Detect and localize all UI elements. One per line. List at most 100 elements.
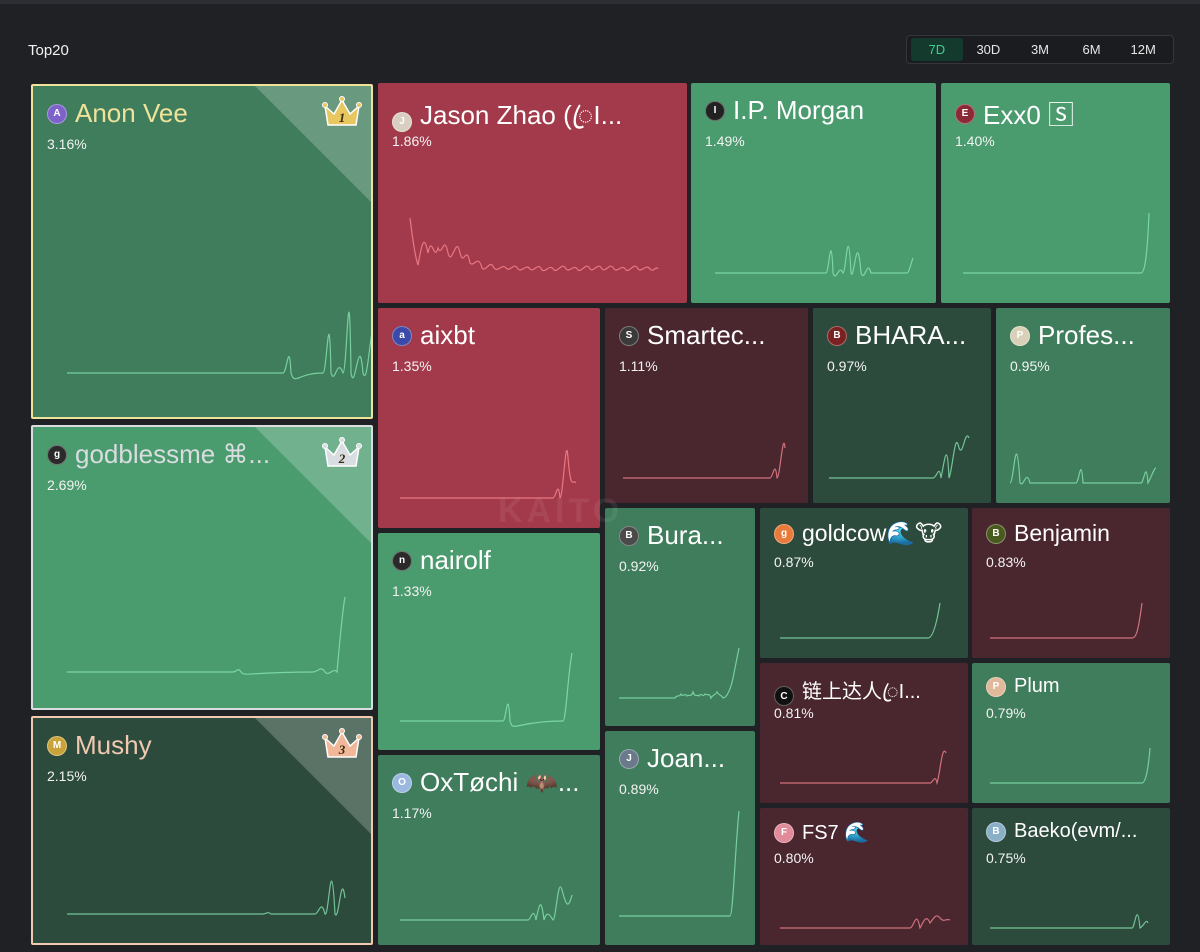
leaderboard-tile[interactable]: P Plum 0.79% [972, 663, 1170, 803]
rank-number: 3 [338, 742, 346, 757]
leaderboard-tile[interactable]: P Profes... 0.95% [996, 308, 1170, 503]
timeframe-6m-button[interactable]: 6M [1082, 42, 1101, 57]
tile-mindshare-percent: 2.15% [47, 768, 87, 784]
leaderboard-tile[interactable]: F FS7 🌊 0.80% [760, 808, 968, 945]
avatar: I [705, 100, 725, 121]
avatar: J [619, 748, 639, 769]
tile-sparkline [619, 810, 740, 917]
avatar: E [955, 103, 975, 124]
tile-sparkline [409, 217, 659, 272]
leaderboard-tile[interactable]: M Mushy 2.15% 3 [31, 716, 373, 945]
avatar: F [774, 822, 794, 843]
tile-sparkline [67, 311, 371, 380]
tile-sparkline [990, 602, 1143, 639]
avatar: B [986, 821, 1006, 842]
tile-header: a aixbt [392, 320, 590, 351]
tile-header: B Baeko(evm/... [986, 820, 1160, 843]
avatar: g [47, 444, 67, 465]
tile-sparkline [1009, 453, 1157, 485]
leaderboard-tile[interactable]: n nairolf 1.33% [378, 533, 600, 750]
tile-mindshare-percent: 1.11% [619, 358, 658, 374]
timeframe-3m-button[interactable]: 3M [1030, 42, 1050, 57]
leaderboard-tile[interactable]: E Exx0 🅂 1.40% [941, 83, 1170, 303]
tile-mindshare-percent: 0.97% [827, 358, 867, 374]
tile-mindshare-percent: 1.40% [955, 133, 995, 149]
tile-header: P Plum [986, 675, 1160, 698]
tile-sparkline [623, 443, 786, 479]
crown-gold-icon: 1 [322, 96, 362, 126]
leaderboard-tile[interactable]: C 链上达人ꦿI... 0.81% [760, 663, 968, 803]
leaderboard-tile[interactable]: S Smartec... 1.11% [605, 308, 808, 503]
tile-mindshare-percent: 0.95% [1010, 358, 1050, 374]
tile-mindshare-percent: 0.83% [986, 554, 1026, 570]
tile-header: M Mushy [47, 730, 307, 761]
tile-header: B Bura... [619, 520, 745, 551]
leaderboard-tile[interactable]: B Benjamin 0.83% [972, 508, 1170, 658]
page-title: Top20 [28, 42, 69, 59]
leaderboard-tile[interactable]: I I.P. Morgan 1.49% [691, 83, 936, 303]
tile-mindshare-percent: 0.81% [774, 705, 814, 721]
leaderboard-tile[interactable]: J Joan... 0.89% [605, 731, 755, 945]
tile-sparkline [780, 602, 941, 639]
timeframe-7d-button[interactable]: 7D [911, 38, 963, 61]
avatar: B [827, 325, 847, 346]
avatar: J [392, 111, 412, 132]
tile-mindshare-percent: 0.75% [986, 850, 1026, 866]
timeframe-selector: 7D 30D 3M 6M 12M [906, 35, 1174, 64]
tile-header: J Jason Zhao (ꦿI... [392, 95, 677, 148]
tile-sparkline [67, 596, 346, 675]
tile-mindshare-percent: 0.87% [774, 554, 814, 570]
avatar: g [774, 523, 794, 544]
tile-header: C 链上达人ꦿI... [774, 675, 958, 717]
leaderboard-tile[interactable]: B Baeko(evm/... 0.75% [972, 808, 1170, 945]
leaderboard-tile[interactable]: g goldcow🌊🐮 0.87% [760, 508, 968, 658]
top-border [0, 0, 1200, 4]
tile-sparkline [780, 750, 947, 786]
leaderboard-tile[interactable]: B BHARA... 0.97% [813, 308, 991, 503]
tile-sparkline [990, 914, 1149, 929]
tile-header: O OxTøchi 🦇... [392, 767, 590, 798]
tile-sparkline [400, 449, 577, 499]
tile-mindshare-percent: 0.92% [619, 558, 659, 574]
avatar: B [986, 523, 1006, 544]
leaderboard-tile[interactable]: B Bura... 0.92% [605, 508, 755, 726]
avatar: M [47, 735, 67, 756]
leaderboard-tile[interactable]: A Anon Vee 3.16% 1 [31, 84, 373, 419]
tile-mindshare-percent: 1.35% [392, 358, 432, 374]
tile-sparkline [990, 747, 1151, 784]
tile-mindshare-percent: 1.33% [392, 583, 432, 599]
tile-header: B BHARA... [827, 320, 981, 351]
rank-number: 2 [338, 451, 346, 466]
tile-mindshare-percent: 1.86% [392, 133, 432, 149]
tile-mindshare-percent: 0.80% [774, 850, 814, 866]
tile-sparkline [829, 435, 970, 479]
leaderboard-tile[interactable]: g godblessme ⌘... 2.69% 2 [31, 425, 373, 710]
tile-sparkline [67, 880, 346, 916]
tile-mindshare-percent: 1.49% [705, 133, 745, 149]
tile-sparkline [400, 886, 573, 921]
tile-mindshare-percent: 2.69% [47, 477, 87, 493]
avatar: A [47, 103, 67, 124]
leaderboard-tile[interactable]: a aixbt 1.35% [378, 308, 600, 528]
tile-header: g godblessme ⌘... [47, 439, 307, 470]
avatar: B [619, 525, 639, 546]
tile-sparkline [963, 212, 1150, 274]
timeframe-30d-button[interactable]: 30D [976, 42, 1001, 57]
timeframe-12m-button[interactable]: 12M [1130, 42, 1156, 57]
tile-mindshare-percent: 0.89% [619, 781, 659, 797]
tile-header: A Anon Vee [47, 98, 307, 129]
tile-mindshare-percent: 1.17% [392, 805, 432, 821]
tile-mindshare-percent: 0.79% [986, 705, 1026, 721]
leaderboard-tile[interactable]: J Jason Zhao (ꦿI... 1.86% [378, 83, 687, 303]
tile-sparkline [400, 652, 573, 727]
avatar: C [774, 686, 794, 706]
tile-header: J Joan... [619, 743, 745, 774]
tile-header: B Benjamin [986, 520, 1160, 547]
avatar: n [392, 550, 412, 571]
leaderboard-tile[interactable]: O OxTøchi 🦇... 1.17% [378, 755, 600, 945]
tile-header: P Profes... [1010, 320, 1160, 351]
tile-sparkline [715, 245, 914, 277]
tile-header: E Exx0 🅂 [955, 95, 1160, 132]
tile-header: I I.P. Morgan [705, 95, 926, 126]
tile-header: S Smartec... [619, 320, 798, 351]
